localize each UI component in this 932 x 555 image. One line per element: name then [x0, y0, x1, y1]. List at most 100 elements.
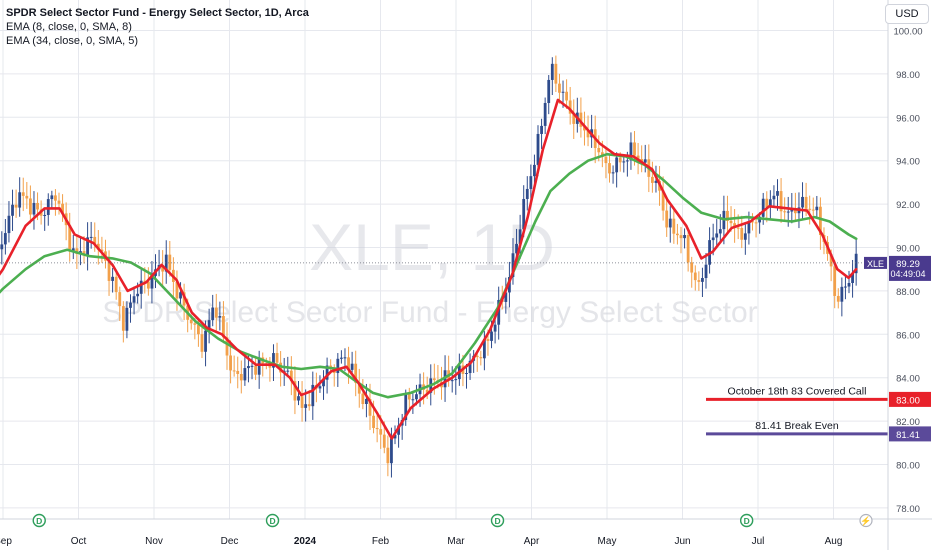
candle-up: [629, 142, 633, 161]
candle-down: [407, 393, 411, 400]
candle-down: [811, 209, 815, 211]
dividend-marker-label: D: [269, 516, 275, 526]
x-axis-tick-label: Nov: [145, 536, 163, 547]
candle-up: [7, 215, 11, 234]
candle-up: [615, 157, 619, 173]
y-axis-tick-label: 92.00: [896, 200, 920, 211]
candle-down: [14, 204, 18, 208]
ema-fast-line: [0, 98, 858, 440]
candle-up: [747, 221, 751, 234]
candle-up: [322, 379, 325, 387]
candle-down: [279, 362, 283, 373]
candle-up: [50, 195, 54, 200]
candle-up: [533, 164, 536, 177]
candle-up: [343, 357, 347, 359]
candle-down: [175, 281, 179, 299]
candle-down: [765, 198, 769, 208]
candle-down: [68, 225, 72, 251]
candle-up: [397, 425, 400, 435]
candle-up: [715, 233, 719, 238]
currency-selector[interactable]: USD: [885, 4, 929, 24]
candle-up: [840, 286, 844, 302]
candle-down: [804, 196, 808, 209]
candle-up: [11, 204, 14, 216]
candle-down: [93, 236, 97, 244]
candle-up: [704, 264, 708, 279]
candle-up: [465, 373, 468, 375]
level-price-tag: [889, 426, 931, 442]
legend-ema-slow[interactable]: EMA (34, close, 0, SMA, 5): [6, 35, 139, 47]
current-price-tag: [889, 255, 931, 281]
candle-down: [726, 210, 729, 221]
candle-up: [815, 206, 819, 211]
candle-up: [772, 195, 776, 200]
candle-up: [761, 198, 765, 217]
level-label: 81.41 Break Even: [755, 420, 839, 432]
candle-up: [136, 293, 140, 297]
candle-up: [257, 357, 261, 375]
candle-down: [636, 155, 640, 160]
candle-down: [679, 235, 683, 239]
dividend-marker-icon: [739, 513, 754, 528]
candle-up: [43, 214, 47, 216]
candle-down: [568, 100, 572, 114]
candle-down: [307, 404, 311, 407]
candle-down: [558, 83, 561, 93]
candle-up: [339, 357, 343, 359]
candle-down: [672, 218, 676, 234]
candle-down: [229, 355, 232, 371]
y-axis-tick-label: 84.00: [896, 374, 920, 385]
candles: [0, 55, 858, 478]
candle-up: [125, 307, 129, 331]
candle-up: [204, 330, 207, 352]
candle-down: [729, 220, 733, 224]
candle-up: [718, 229, 722, 234]
candle-up: [18, 192, 22, 208]
candle-down: [382, 434, 386, 448]
candle-up: [404, 393, 408, 420]
dividend-marker-icon: [32, 513, 46, 528]
legend-ema-fast[interactable]: EMA (8, close, 0, SMA, 8): [6, 21, 132, 33]
horizontal-levels[interactable]: October 18th 83 Covered Call 83.00 81.41 B…: [0, 255, 931, 442]
candle-down: [586, 130, 590, 138]
candle-down: [554, 63, 558, 84]
candle-up: [250, 365, 254, 367]
x-axis-tick-label: Sep: [0, 536, 12, 547]
candle-down: [754, 222, 758, 224]
y-axis-tick-label: 80.00: [896, 461, 920, 472]
candle-up: [336, 358, 340, 374]
candle-down: [168, 254, 172, 270]
y-axis-tick-label: 100.00: [893, 27, 922, 38]
candle-up: [522, 198, 526, 230]
candle-down: [57, 200, 61, 204]
candle-up: [515, 243, 518, 254]
candle-down: [239, 373, 243, 381]
candle-down: [475, 355, 479, 358]
candle-up: [0, 244, 4, 250]
candle-up: [504, 292, 508, 302]
candle-up: [393, 434, 397, 439]
candle-up: [297, 396, 300, 401]
candle-down: [197, 324, 200, 335]
candle-down: [686, 235, 690, 263]
candle-down: [289, 370, 293, 382]
candle-up: [625, 160, 629, 162]
candle-down: [736, 227, 740, 229]
candle-up: [272, 353, 275, 368]
y-axis-tick-label: 90.00: [896, 244, 920, 255]
candle-down: [193, 323, 197, 325]
candle-up: [139, 280, 143, 294]
legend-symbol-title[interactable]: SPDR Select Sector Fund - Energy Select …: [6, 7, 309, 19]
ema-slow-line: [0, 152, 858, 399]
candle-up: [350, 363, 354, 370]
candle-down: [293, 381, 297, 401]
candle-down: [386, 447, 390, 464]
candle-down: [661, 190, 665, 211]
x-axis-tick-label: Jul: [752, 536, 765, 547]
candle-down: [740, 228, 744, 240]
candle-down: [107, 260, 111, 281]
candle-up: [743, 233, 747, 240]
